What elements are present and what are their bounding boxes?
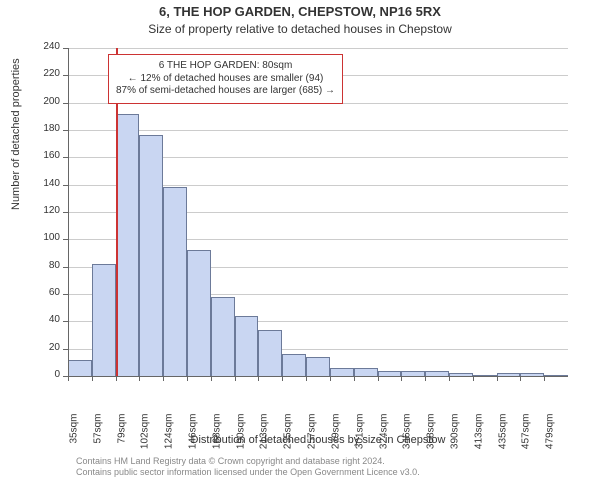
- annotation-line: 87% of semi-detached houses are larger (…: [116, 85, 335, 98]
- x-tick: [544, 376, 545, 381]
- x-tick: [473, 376, 474, 381]
- gridline: [68, 48, 568, 49]
- histogram-bar: [187, 250, 211, 376]
- histogram-bar: [354, 368, 378, 376]
- x-tick: [497, 376, 498, 381]
- x-tick: [92, 376, 93, 381]
- y-tick-label: 20: [26, 342, 60, 353]
- x-tick: [258, 376, 259, 381]
- credits-text: Contains HM Land Registry data © Crown c…: [76, 456, 420, 478]
- y-tick-label: 200: [26, 96, 60, 107]
- x-tick: [306, 376, 307, 381]
- y-tick-label: 40: [26, 314, 60, 325]
- histogram-bar: [235, 316, 259, 376]
- x-axis-label: Distribution of detached houses by size …: [68, 434, 568, 446]
- x-tick: [449, 376, 450, 381]
- x-tick: [163, 376, 164, 381]
- y-tick-label: 160: [26, 150, 60, 161]
- annotation-box: 6 THE HOP GARDEN: 80sqm← 12% of detached…: [108, 54, 343, 104]
- y-tick-label: 120: [26, 205, 60, 216]
- credits-line1: Contains HM Land Registry data © Crown c…: [76, 456, 420, 467]
- x-axis: [68, 376, 568, 377]
- y-tick-label: 60: [26, 287, 60, 298]
- x-tick: [211, 376, 212, 381]
- gridline: [68, 130, 568, 131]
- x-tick: [425, 376, 426, 381]
- y-tick-label: 80: [26, 260, 60, 271]
- x-tick: [520, 376, 521, 381]
- x-tick: [378, 376, 379, 381]
- x-tick: [330, 376, 331, 381]
- histogram-bar: [211, 297, 235, 376]
- annotation-line: 6 THE HOP GARDEN: 80sqm: [116, 60, 335, 73]
- y-axis: [68, 48, 69, 376]
- histogram-bar: [68, 360, 92, 376]
- y-tick-label: 220: [26, 68, 60, 79]
- histogram-bar: [258, 330, 282, 376]
- histogram-bar: [139, 135, 163, 376]
- x-tick: [187, 376, 188, 381]
- y-tick-label: 0: [26, 369, 60, 380]
- x-tick: [139, 376, 140, 381]
- y-tick-label: 100: [26, 232, 60, 243]
- histogram-bar: [282, 354, 306, 376]
- histogram-bar: [116, 114, 140, 376]
- x-tick: [354, 376, 355, 381]
- histogram-bar: [306, 357, 330, 376]
- x-tick: [235, 376, 236, 381]
- y-tick-label: 140: [26, 178, 60, 189]
- histogram-plot: 02040608010012014016018020022024035sqm57…: [68, 48, 568, 376]
- page-subtitle: Size of property relative to detached ho…: [0, 22, 600, 36]
- x-tick: [68, 376, 69, 381]
- histogram-bar: [163, 187, 187, 376]
- page-title: 6, THE HOP GARDEN, CHEPSTOW, NP16 5RX: [0, 4, 600, 19]
- x-tick: [282, 376, 283, 381]
- annotation-line: ← 12% of detached houses are smaller (94…: [116, 73, 335, 86]
- y-tick-label: 180: [26, 123, 60, 134]
- histogram-bar: [330, 368, 354, 376]
- x-tick: [401, 376, 402, 381]
- x-tick: [116, 376, 117, 381]
- y-tick-label: 240: [26, 41, 60, 52]
- credits-line2: Contains public sector information licen…: [76, 467, 420, 478]
- histogram-bar: [92, 264, 116, 376]
